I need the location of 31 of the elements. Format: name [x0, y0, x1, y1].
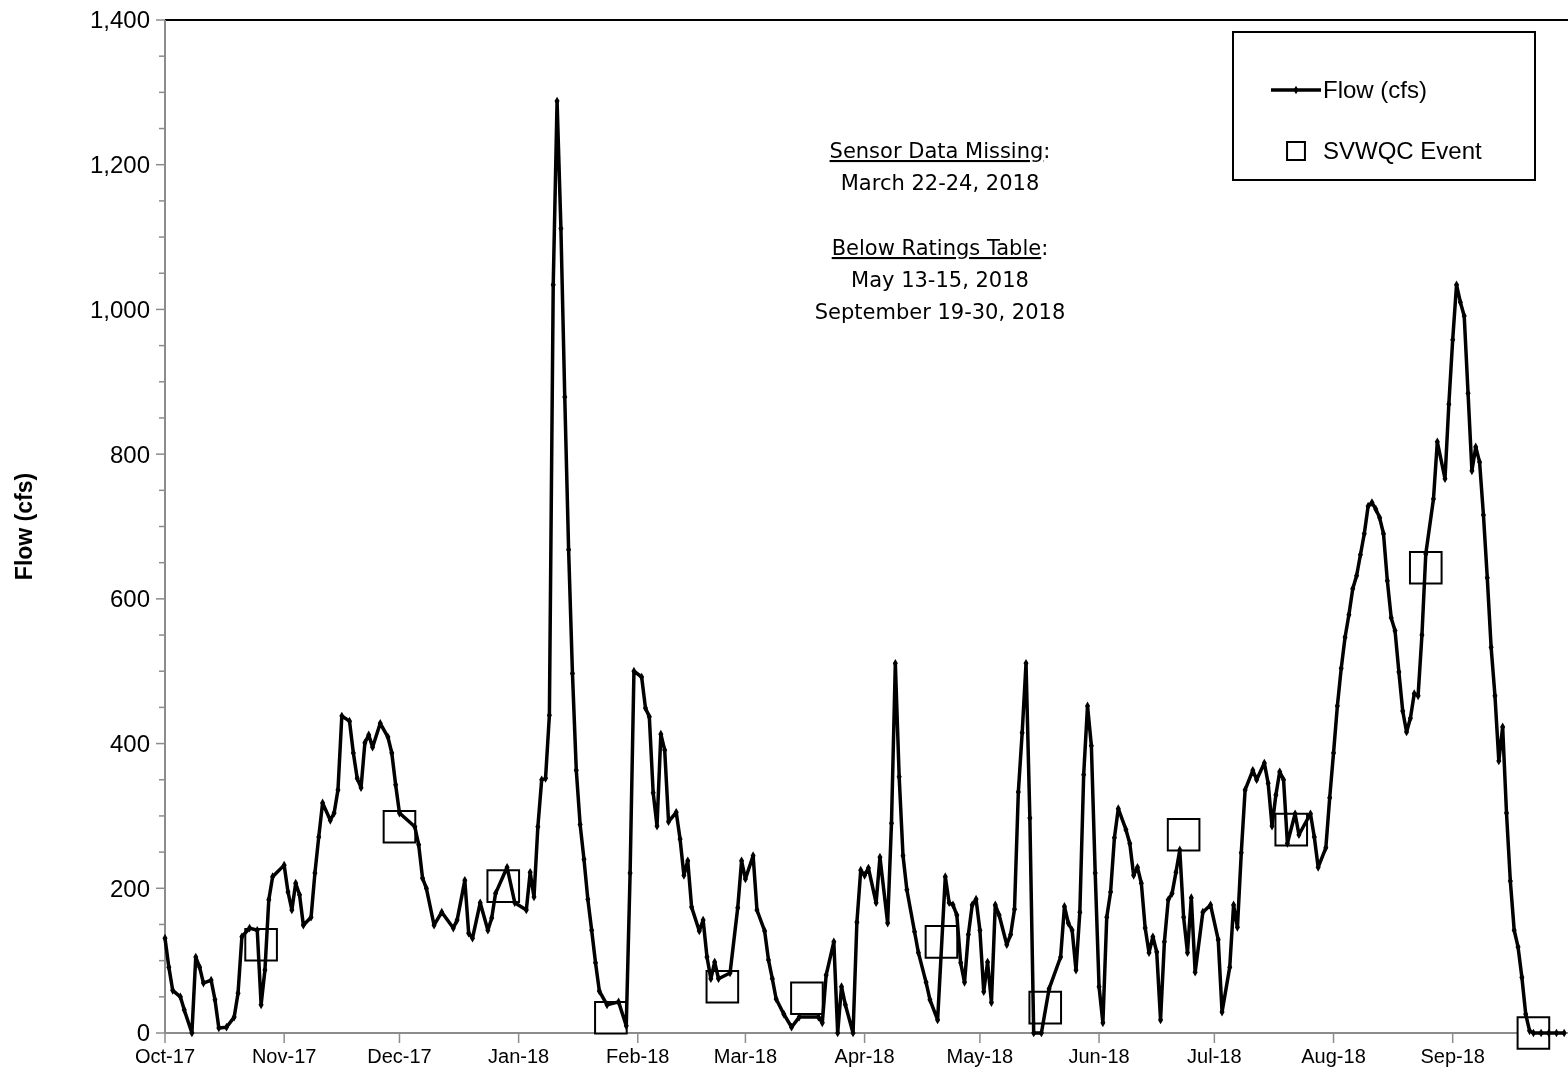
x-tick-label: Sep-18 — [1420, 1045, 1485, 1067]
legend-label: SVWQC Event — [1323, 137, 1483, 165]
x-tick-label: Jan-18 — [488, 1045, 550, 1067]
y-tick-label: 800 — [109, 440, 150, 468]
annotation: May 13-15, 2018 — [851, 268, 1029, 292]
x-tick-label: Feb-18 — [606, 1045, 670, 1067]
point — [790, 981, 824, 1016]
y-tick-label: 200 — [109, 874, 150, 902]
x-tick-label: Jul-18 — [1187, 1045, 1242, 1067]
annotation: Below Ratings Table: — [831, 236, 1049, 260]
y-tick-label: 600 — [109, 585, 150, 613]
x-tick-label: Apr-18 — [834, 1045, 895, 1067]
y-tick-label: 1,000 — [89, 295, 150, 323]
x-tick-label: Mar-18 — [713, 1045, 778, 1067]
annotation: March 22-24, 2018 — [840, 171, 1040, 195]
y-tick-label: 1,200 — [89, 151, 150, 179]
y-axis-title: Flow (cfs) — [11, 472, 37, 581]
annotation: Sensor Data Missing: — [829, 139, 1051, 163]
annotation: September 19-30, 2018 — [814, 300, 1066, 324]
y-tick-label: 1,400 — [89, 6, 150, 34]
x-tick-label: Dec-17 — [367, 1045, 432, 1067]
legend-label: Flow (cfs) — [1323, 76, 1427, 104]
x-tick-label: Nov-17 — [251, 1045, 317, 1067]
y-tick-label: 400 — [109, 729, 150, 757]
x-tick-label: May-18 — [946, 1045, 1014, 1067]
x-tick-label: Aug-18 — [1301, 1045, 1366, 1067]
x-tick-label: Oct-17 — [134, 1045, 196, 1067]
point — [382, 809, 417, 844]
point — [1166, 817, 1201, 852]
x-tick-label: Jun-18 — [1068, 1045, 1130, 1067]
y-tick-label: 0 — [136, 1019, 150, 1047]
